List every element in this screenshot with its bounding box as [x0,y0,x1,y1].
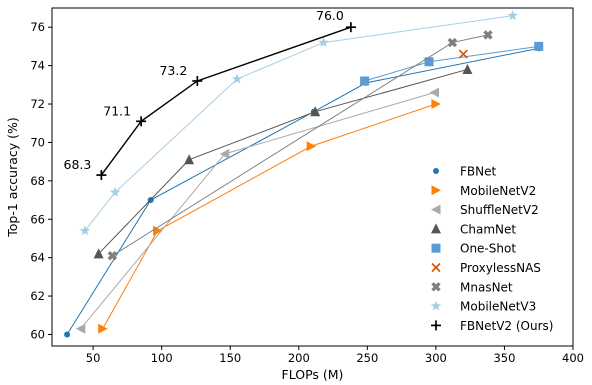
legend-item-shufflenetv2: ShuffleNetV2 [431,203,539,217]
data-point-shufflenetv2 [429,87,440,98]
legend-marker-one-shot [431,243,441,253]
data-point-fbnetv2-ours [345,22,356,33]
legend-item-chamnet: ChamNet [431,222,516,236]
legend: FBNet MobileNetV2 ShuffleNetV2 ChamNet One-S… [430,165,553,333]
data-point-mnasnet [107,251,118,261]
data-point-proxylessnas [458,49,468,59]
legend-label: One-Shot [460,242,516,256]
data-point-mobilenetv3 [79,225,91,236]
series-fbnetv2-ours [96,22,356,181]
data-point-mobilenetv3 [109,186,121,197]
annotation-layer: 68.3 71.1 73.2 76.0 [64,8,344,172]
x-axis: 50 100 150 200 250 300 350 400 [86,346,584,365]
legend-marker-fbnetv2-ours [431,320,441,331]
legend-item-mnasnet: MnasNet [431,280,513,294]
value-annotation: 71.1 [103,103,131,118]
data-point-shufflenetv2 [219,148,230,159]
data-point-fbnetv2-ours [96,170,107,181]
data-point-mobilenetv2 [98,323,108,334]
series-line-fbnetv2-ours [100,26,352,176]
x-tick-label: 100 [151,351,173,365]
y-axis-label: Top-1 accuracy (%) [5,117,20,238]
series-chamnet [93,63,473,259]
plot-frame [51,7,574,347]
data-point-one-shot [424,57,434,67]
data-point-mobilenetv3 [507,10,518,21]
legend-marker-mobilenetv2 [431,185,441,196]
y-tick-label: 64 [30,251,45,265]
legend-item-fbnetv2-ours: FBNetV2 (Ours) [431,319,553,333]
series-line-chamnet [98,68,468,255]
data-point-mnasnet [483,30,493,40]
legend-item-proxylessnas: ProxylessNAS [431,261,541,275]
legend-label: FBNet [460,165,496,179]
legend-marker-proxylessnas [431,262,441,273]
x-tick-label: 150 [219,351,241,365]
legend-label: MobileNetV3 [460,300,536,314]
data-point-one-shot [534,41,544,51]
data-point-mobilenetv2 [431,99,441,110]
series-proxylessnas [458,49,468,59]
y-tick-label: 76 [30,20,45,34]
legend-label: FBNetV2 (Ours) [460,319,553,333]
y-tick-label: 74 [30,59,45,73]
series-layer [64,10,544,338]
y-tick-label: 62 [30,289,45,303]
legend-marker-chamnet [431,223,441,234]
data-point-one-shot [360,76,370,86]
legend-label: ChamNet [460,222,516,236]
y-tick-label: 72 [30,97,45,111]
legend-item-mobilenetv2: MobileNetV2 [431,184,536,198]
legend-label: MobileNetV2 [460,184,536,198]
y-tick-label: 60 [30,327,45,341]
series-mnasnet [107,30,493,261]
legend-marker-mnasnet [431,282,441,292]
legend-label: ProxylessNAS [460,261,541,275]
legend-label: MnasNet [460,280,513,294]
data-point-fbnetv2-ours [136,116,147,127]
value-annotation: 68.3 [64,157,92,172]
legend-item-mobilenetv3: MobileNetV3 [430,300,536,314]
legend-item-one-shot: One-Shot [431,242,516,256]
series-shufflenetv2 [75,87,440,334]
series-mobilenetv3 [79,10,518,236]
x-axis-label: FLOPs (M) [282,367,344,382]
legend-marker-mobilenetv3 [430,300,442,311]
data-point-mobilenetv3 [231,73,243,84]
value-annotation: 73.2 [159,63,187,78]
data-point-shufflenetv2 [75,323,86,334]
legend-item-fbnet: FBNet [433,165,496,179]
x-tick-label: 300 [425,351,447,365]
data-point-mnasnet [447,37,458,48]
x-tick-label: 50 [86,351,101,365]
data-point-fbnetv2-ours [192,75,203,86]
value-annotation: 76.0 [316,8,344,23]
y-tick-label: 70 [30,135,45,149]
x-tick-label: 250 [356,351,378,365]
x-tick-label: 200 [288,351,310,365]
y-tick-label: 68 [30,174,45,188]
data-point-chamnet [184,154,195,165]
x-tick-label: 350 [493,351,515,365]
data-point-fbnet [64,331,71,338]
data-point-chamnet [93,248,104,259]
data-point-chamnet [310,106,321,117]
y-axis: 60 62 64 66 68 70 72 74 76 [30,20,52,341]
series-one-shot [360,41,544,86]
data-point-mobilenetv2 [306,141,317,152]
y-tick-label: 66 [30,212,45,226]
legend-label: ShuffleNetV2 [460,203,539,217]
legend-marker-fbnet [433,168,439,174]
x-tick-label: 400 [562,351,584,365]
legend-marker-shufflenetv2 [431,204,441,215]
data-point-chamnet [462,63,473,74]
series-line-mobilenetv2 [102,103,437,329]
data-point-mobilenetv3 [318,37,329,48]
